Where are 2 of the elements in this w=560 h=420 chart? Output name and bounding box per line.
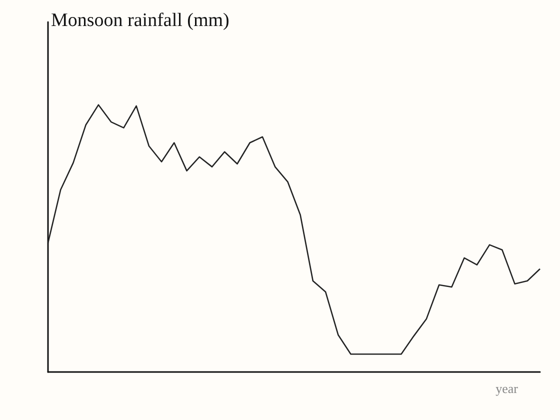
x-axis-title: year <box>496 381 519 396</box>
chart-title: Monsoon rainfall (mm) <box>51 10 230 31</box>
